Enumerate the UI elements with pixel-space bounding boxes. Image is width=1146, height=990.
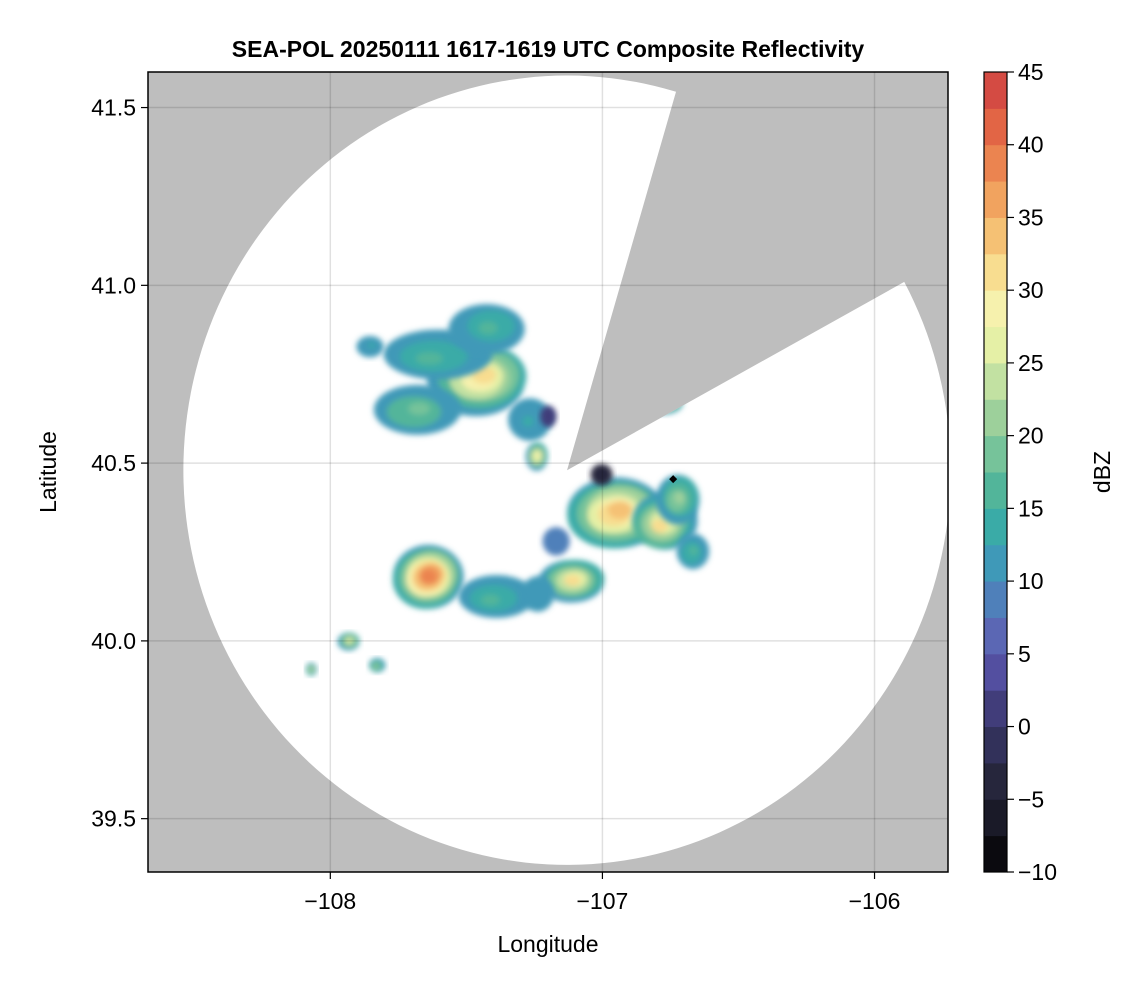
echo-level: [607, 501, 633, 519]
echo-cell: [538, 559, 605, 603]
colorbar-swatch: [984, 726, 1007, 764]
colorbar-frame: [983, 71, 1008, 873]
echo-level: [309, 667, 314, 672]
chart-title: SEA-POL 20250111 1617-1619 UTC Composite…: [232, 36, 865, 62]
colorbar-tick-label: 15: [1018, 495, 1044, 521]
reflectivity-echoes: [305, 304, 710, 676]
echo-cell: [508, 398, 552, 441]
colorbar-tick-label: 40: [1018, 132, 1044, 158]
echo-level: [374, 664, 379, 669]
echo-cell: [540, 405, 557, 428]
echo-level: [478, 321, 498, 335]
echo-level: [564, 575, 581, 586]
echo-level: [415, 352, 443, 365]
echo-level: [674, 491, 685, 504]
x-tick-label: −108: [304, 888, 356, 914]
echo-level: [419, 568, 438, 585]
echo-cell: [458, 575, 535, 618]
colorbar-tick-label: 30: [1018, 277, 1044, 303]
y-tick-label: 41.5: [91, 95, 136, 121]
colorbar-tick-label: −10: [1018, 859, 1057, 885]
y-tick-label: 39.5: [91, 806, 136, 832]
echo-cell: [392, 544, 464, 610]
echo-cell: [521, 576, 555, 612]
colorbar-swatch: [984, 435, 1007, 473]
echo-level: [481, 594, 501, 606]
colorbar-swatch: [984, 508, 1007, 546]
echo-cell: [369, 658, 386, 673]
echo-level: [522, 415, 534, 427]
colorbar-swatch: [984, 326, 1007, 364]
colorbar-swatch: [984, 72, 1007, 109]
colorbar-swatch: [984, 217, 1007, 255]
y-axis-label: Latitude: [35, 431, 61, 513]
y-tick-label: 40.0: [91, 628, 136, 654]
echo-cell: [448, 304, 525, 354]
plot-frame: [147, 71, 949, 873]
colorbar-label: dBZ: [1089, 451, 1115, 493]
colorbar-tick-label: 35: [1018, 204, 1044, 230]
echo-level: [542, 527, 570, 556]
plot-area: [148, 72, 948, 872]
echo-cell: [655, 474, 700, 525]
colorbar-swatch: [984, 835, 1007, 873]
x-axis-label: Longitude: [497, 931, 598, 957]
echo-level: [540, 405, 557, 428]
echo-cell: [542, 527, 570, 556]
echo-cell: [305, 662, 317, 676]
echo-cell: [590, 463, 613, 486]
echo-cell: [525, 442, 548, 471]
x-axis-ticks: −108 −107 −106: [304, 872, 900, 914]
colorbar-ticks: −10 −5 0 5 10 15 20 25 30 35 40 45: [1007, 59, 1057, 885]
echo-cell: [676, 533, 710, 570]
colorbar-tick-label: −5: [1018, 786, 1044, 812]
echo-level: [347, 638, 353, 643]
colorbar-swatch: [984, 799, 1007, 837]
colorbar-swatch: [984, 399, 1007, 437]
colorbar-swatch: [984, 581, 1007, 618]
echo-level: [535, 451, 541, 459]
echo-level: [651, 518, 668, 533]
x-tick-label: −106: [849, 888, 901, 914]
colorbar-swatch: [984, 617, 1007, 655]
colorbar-swatch: [984, 362, 1007, 400]
colorbar-swatch: [984, 544, 1007, 582]
y-tick-label: 41.0: [91, 272, 136, 298]
echo-level: [521, 576, 555, 612]
echo-level: [408, 402, 431, 416]
colorbar-swatch: [984, 653, 1007, 691]
colorbar-swatch: [984, 472, 1007, 509]
echo-cell: [373, 384, 461, 435]
colorbar-tick-label: 45: [1018, 59, 1044, 85]
colorbar-swatch: [984, 144, 1007, 182]
colorbar: [984, 72, 1007, 873]
colorbar-tick-label: 25: [1018, 350, 1044, 376]
x-tick-label: −107: [577, 888, 629, 914]
colorbar-swatch: [984, 690, 1007, 728]
colorbar-swatch: [984, 762, 1007, 800]
colorbar-tick-label: 0: [1018, 714, 1031, 740]
y-tick-label: 40.5: [91, 450, 136, 476]
colorbar-tick-label: 5: [1018, 641, 1031, 667]
echo-cell: [356, 335, 384, 358]
radar-marker: [669, 475, 678, 484]
y-axis-ticks: 39.5 40.0 40.5 41.0 41.5: [91, 95, 148, 832]
echo-level: [368, 342, 376, 349]
echo-cell: [337, 632, 360, 651]
echo-level: [689, 546, 698, 556]
grid-lines: [148, 72, 948, 872]
colorbar-swatch: [984, 181, 1007, 218]
echo-level: [590, 463, 613, 486]
colorbar-tick-label: 10: [1018, 568, 1044, 594]
colorbar-tick-label: 20: [1018, 423, 1044, 449]
colorbar-swatch: [984, 253, 1007, 291]
colorbar-swatch: [984, 108, 1007, 146]
colorbar-swatch: [984, 290, 1007, 328]
